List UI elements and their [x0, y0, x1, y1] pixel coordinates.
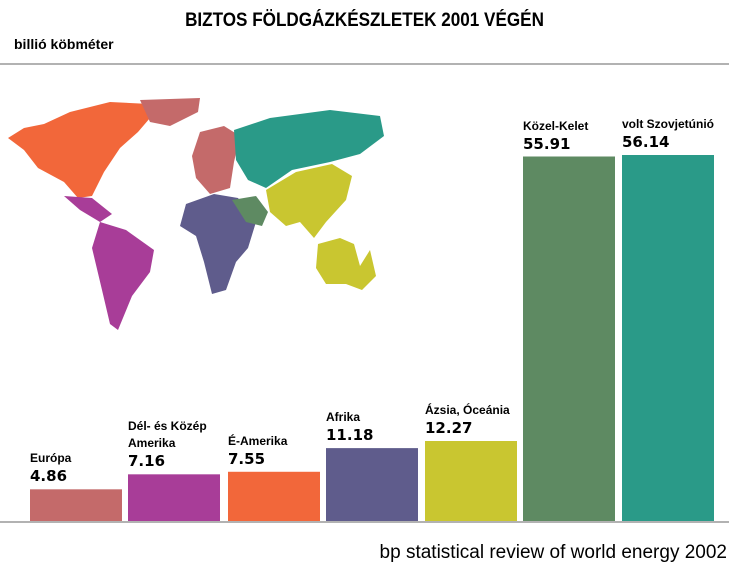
bar-label: Közel-Kelet 55.91: [523, 118, 615, 153]
bar: [425, 441, 517, 521]
bar-label: Európa 4.86: [30, 450, 122, 485]
category-label: volt Szovjetúnió: [622, 117, 715, 131]
category-label: Európa: [30, 451, 72, 466]
category-label: Afrika: [326, 410, 361, 425]
world-map: [8, 98, 384, 330]
source: bp statistical review of world energy 20…: [379, 542, 727, 563]
value-label: 55.91: [523, 134, 571, 153]
value-label: 4.86: [30, 467, 68, 486]
value-label: 7.16: [128, 452, 166, 471]
value-label: 56.14: [622, 133, 670, 151]
bar: [523, 156, 615, 522]
value-label: 7.55: [228, 449, 266, 468]
bar: [128, 474, 220, 521]
category-label: Ázsia, Óceánia: [425, 403, 510, 418]
bar: [30, 489, 122, 521]
category-label: Közel-Kelet: [523, 118, 589, 133]
bar-label: Dél- és Közép Amerika 7.16: [128, 418, 220, 470]
category-label: É-Amerika: [228, 433, 288, 448]
value-label: 11.18: [326, 426, 374, 445]
bar-label: Ázsia, Óceánia 12.27: [425, 402, 517, 437]
bar: [622, 155, 714, 521]
category-label: Dél- és Közép Amerika: [128, 419, 207, 451]
chart-title: BIZTOS FÖLDGÁZKÉSZLETEK 2001 VÉGÉN: [185, 10, 544, 31]
bar-label: volt Szovjetúnió 56.14: [622, 116, 714, 151]
bar-label: Afrika 11.18: [326, 409, 418, 444]
bar: [326, 448, 418, 521]
axis-label: billió köbméter: [14, 36, 114, 52]
bar: [228, 471, 320, 521]
bar-label: É-Amerika 7.55: [228, 433, 320, 468]
value-label: 12.27: [425, 419, 473, 438]
